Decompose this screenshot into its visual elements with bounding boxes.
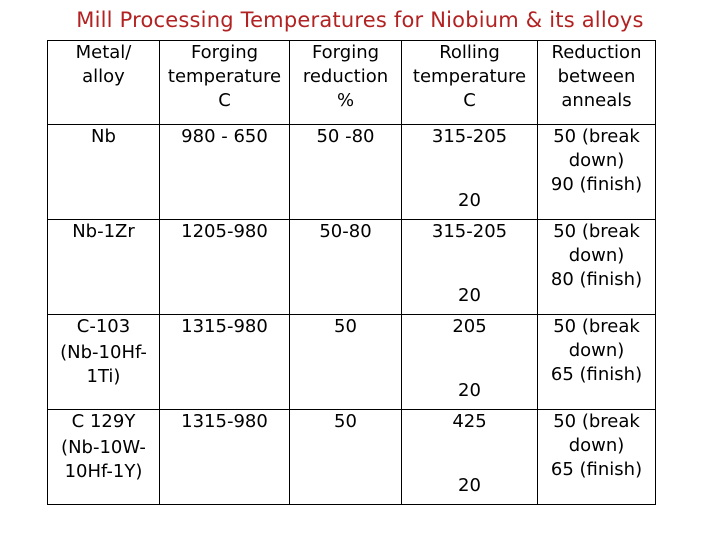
- cell-forging-temperature: 1205-980: [159, 219, 290, 315]
- cell-forging-reduction: 50-80: [289, 219, 402, 315]
- header-forging-reduction: Forging reduction %: [289, 40, 402, 125]
- table-row: Nb 980 - 650 50 -80 315-205 20 50 (break…: [47, 124, 656, 220]
- cell-reduction-between-anneals: 50 (break down) 65 (finish): [537, 409, 656, 505]
- header-alloy: Metal/ alloy: [47, 40, 160, 125]
- cell-alloy: Nb-1Zr: [47, 219, 160, 315]
- cell-rolling-temperature: 425 20: [401, 409, 538, 505]
- cell-forging-temperature: 1315-980: [159, 409, 290, 505]
- header-rolling-temperature: Rolling temperature C: [401, 40, 538, 125]
- cell-reduction-between-anneals: 50 (break down) 80 (finish): [537, 219, 656, 315]
- page-title: Mill Processing Temperatures for Niobium…: [76, 8, 644, 32]
- cell-forging-temperature: 1315-980: [159, 314, 290, 410]
- header-row: Metal/ alloy Forging temperature C Forgi…: [47, 40, 656, 125]
- cell-forging-reduction: 50 -80: [289, 124, 402, 220]
- cell-forging-reduction: 50: [289, 314, 402, 410]
- alloy-composition: (Nb-10Hf-1Ti): [60, 342, 147, 387]
- cell-rolling-temperature: 315-205 20: [401, 219, 538, 315]
- cell-forging-temperature: 980 - 650: [159, 124, 290, 220]
- cell-alloy: C-103 (Nb-10Hf-1Ti): [47, 314, 160, 410]
- header-forging-temperature: Forging temperature C: [159, 40, 290, 125]
- header-reduction-between-anneals: Reduction between anneals: [537, 40, 656, 125]
- cell-forging-reduction: 50: [289, 409, 402, 505]
- cell-alloy: C 129Y (Nb-10W-10Hf-1Y): [47, 409, 160, 505]
- cell-rolling-temperature: 205 20: [401, 314, 538, 410]
- processing-table: Metal/ alloy Forging temperature C Forgi…: [47, 40, 656, 505]
- cell-reduction-between-anneals: 50 (break down) 90 (finish): [537, 124, 656, 220]
- cell-reduction-between-anneals: 50 (break down) 65 (finish): [537, 314, 656, 410]
- table-row: C 129Y (Nb-10W-10Hf-1Y) 1315-980 50 425 …: [47, 409, 656, 505]
- table-row: Nb-1Zr 1205-980 50-80 315-205 20 50 (bre…: [47, 219, 656, 315]
- cell-rolling-temperature: 315-205 20: [401, 124, 538, 220]
- cell-alloy: Nb: [47, 124, 160, 220]
- table-row: C-103 (Nb-10Hf-1Ti) 1315-980 50 205 20 5…: [47, 314, 656, 410]
- alloy-composition: (Nb-10W-10Hf-1Y): [61, 437, 146, 482]
